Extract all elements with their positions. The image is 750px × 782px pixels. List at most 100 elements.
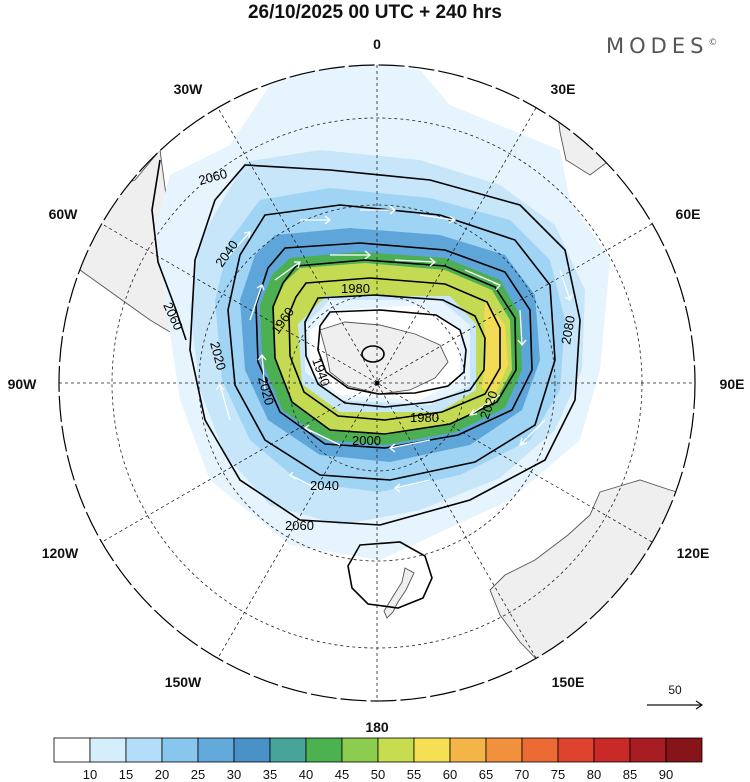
meridian-150e-30w [217,107,537,659]
colorbar-tick-label: 55 [407,767,421,782]
contour-label-2060: 2060 [285,518,314,533]
colorbar-swatch [377,737,415,763]
reference-vector-arrow [647,700,704,710]
colorbar-swatch [53,737,91,763]
colorbar-swatch [197,737,235,763]
wind-arrow [224,231,251,261]
lon-label-0: 0 [373,36,381,52]
wind-arrow [393,479,431,493]
lon-label-60w: 60W [49,206,79,222]
contour-1980 [288,277,501,421]
colorbar-swatch [665,737,703,763]
wind-arrow [300,215,332,225]
wind-arrow [257,353,267,391]
colorbar-swatch [521,737,559,763]
contour-1960 [304,294,486,408]
colorbar-tick-label: 35 [263,767,277,782]
colorbar-tick-label: 45 [335,767,349,782]
wind-arrow [464,269,502,291]
lon-label-150w: 150W [165,674,202,690]
map-title: 26/10/2025 00 UTC + 240 hrs [247,2,503,23]
lon-label-180: 180 [365,719,389,735]
colorbar-tick-label: 90 [659,767,673,782]
colorbar-tick-label: 40 [299,767,313,782]
colorbar-tick-label: 15 [119,767,133,782]
lon-label-120w: 120W [42,545,79,561]
wind-arrow [468,394,501,416]
colorbar-swatch [413,737,451,763]
height-contours [151,159,581,609]
contour-2060-anticyclone [347,541,433,609]
wind-speed-shading [155,65,610,560]
contour-2040 [227,204,556,481]
contour-1940 [317,309,467,395]
contour-label-1980: 1980 [341,281,370,296]
contour-2000 [272,259,517,435]
colorbar-swatch [89,737,127,763]
longitude-labels: 0 30E 60E 90E 120E 150E 180 150W 120W 90… [8,36,745,735]
wind-arrow [559,269,573,301]
lon-label-30e: 30E [551,81,576,97]
wind-arrow [394,257,437,267]
wind-arrow [303,424,341,446]
wind-arrow [249,284,265,321]
brand-text: MODES [606,34,709,58]
colorbar-tick-label: 25 [191,767,205,782]
colorbar-swatch [161,737,199,763]
reference-vector-label: 50 [668,683,682,697]
contour-label-2000: 2000 [352,433,381,448]
wind-band-60 [482,300,508,395]
contour-2060-west [151,159,187,341]
contour-label-2040: 2040 [310,478,339,493]
reference-vector: 50 [647,683,704,710]
wind-arrow [360,205,397,215]
colorbar-tick-label: 75 [551,767,565,782]
contour-minimum [361,345,385,363]
colorbar-swatch [557,737,595,763]
colorbar: 10 15 20 25 30 35 40 45 50 55 60 65 70 75 80 85 90 [53,737,703,782]
lon-label-90e: 90E [720,376,745,392]
colorbar-swatch [593,737,631,763]
colorbar-tick-label: 10 [83,767,97,782]
colorbar-tick-label: 85 [623,767,637,782]
modes-brand-logo: MODES© [606,34,717,58]
colorbar-tick-label: 20 [155,767,169,782]
meridian-30e-150w [217,107,537,659]
copyright-mark: © [708,38,718,48]
colorbar-tick-label: 60 [443,767,457,782]
lon-label-60e: 60E [676,206,701,222]
wind-arrow [517,309,527,347]
colorbar-swatch [449,737,487,763]
wind-arrow [419,214,457,224]
colorbar-tick-label: 70 [515,767,529,782]
wind-arrow [330,250,372,260]
colorbar-tick-label: 50 [371,767,385,782]
colorbar-tick-label: 30 [227,767,241,782]
colorbar-tick-label: 80 [587,767,601,782]
wind-arrow [215,383,231,421]
wind-band-55 [274,263,512,435]
lon-label-30w: 30W [174,81,204,97]
colorbar-swatch [305,737,343,763]
map-border [58,64,696,702]
contour-label-2020: 2020 [255,375,277,407]
contour-label-2060: 2060 [197,166,229,188]
lon-label-90w: 90W [8,376,38,392]
wind-vectors [215,205,573,493]
south-pole-marker [374,380,380,386]
contour-label-2080: 2080 [558,314,578,345]
wind-arrow [388,439,431,453]
colorbar-tick-label: 65 [479,767,493,782]
wind-arrow [288,471,321,491]
lon-label-150e: 150E [552,674,585,690]
colorbar-swatch [341,737,379,763]
colorbar-swatch [125,737,163,763]
colorbar-swatch [629,737,667,763]
wind-arrow [519,419,546,446]
contour-2020 [255,242,533,449]
contour-label-1980: 1980 [410,410,439,425]
wind-arrow [274,261,301,281]
meridian-60e-120w [101,223,653,543]
colorbar-swatch [233,737,271,763]
